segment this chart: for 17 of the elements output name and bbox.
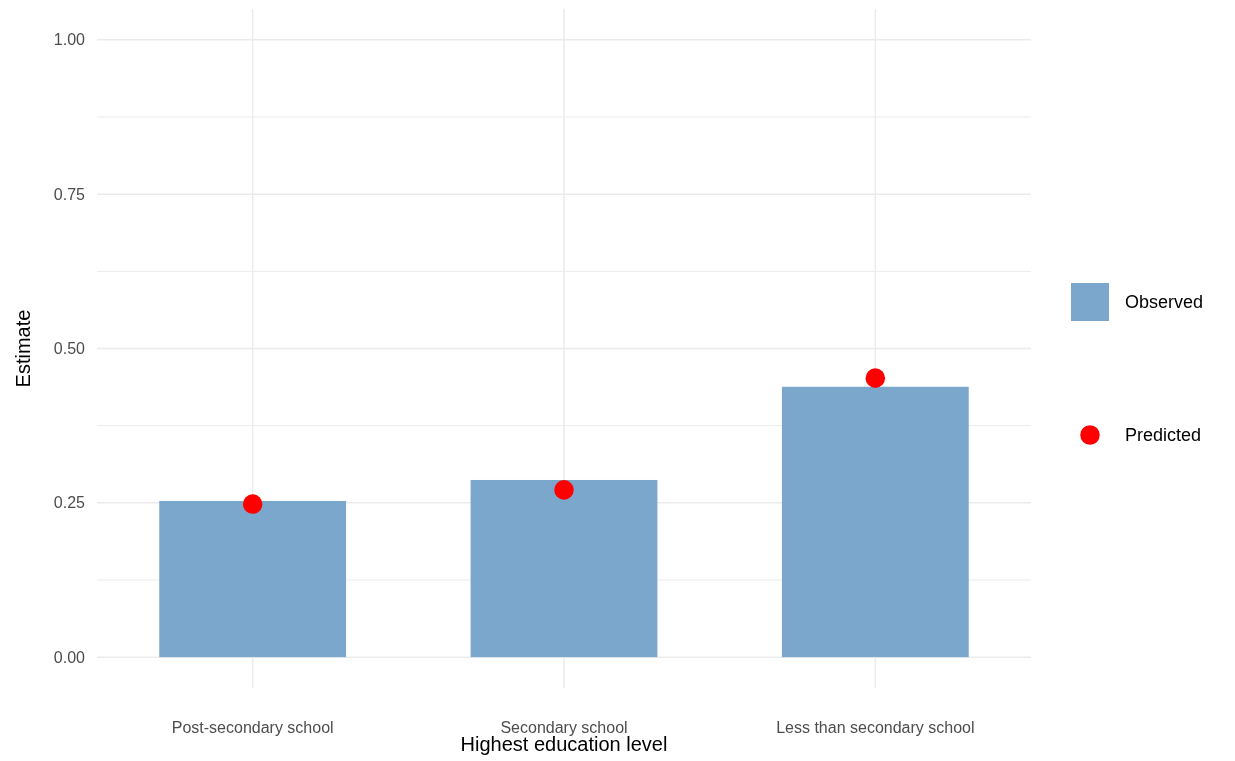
y-axis-title: Estimate [12, 309, 34, 388]
x-tick-label: Post-secondary school [171, 719, 334, 736]
y-tick-label: 1.00 [53, 31, 86, 49]
bar [781, 386, 969, 658]
bar [470, 479, 658, 658]
y-tick-label: 0.75 [53, 185, 86, 203]
y-tick-label: 0.25 [53, 494, 86, 512]
x-tick-label: Secondary school [500, 719, 628, 736]
bar [159, 500, 347, 658]
y-tick-label: 0.00 [53, 648, 86, 666]
y-tick-label: 0.50 [53, 340, 86, 358]
x-tick-label: Less than secondary school [776, 719, 975, 736]
point [242, 494, 263, 514]
point [554, 480, 574, 500]
legend-label: Predicted [1125, 425, 1202, 446]
legend-label: Observed [1125, 292, 1204, 313]
point [865, 368, 886, 388]
